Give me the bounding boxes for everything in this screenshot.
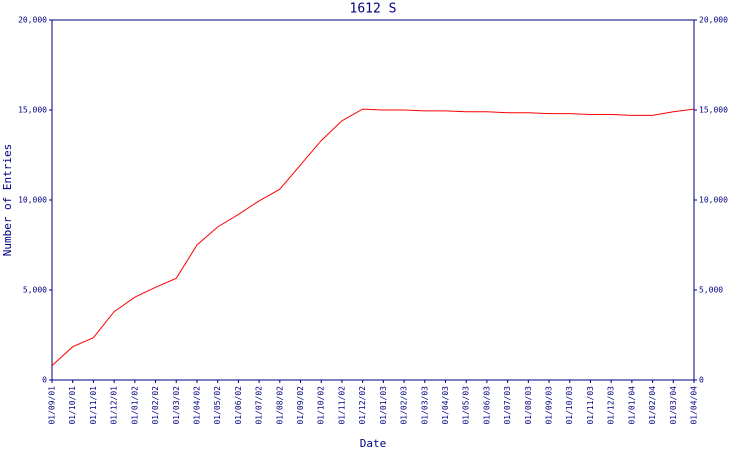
x-tick-label: 01/03/03 (420, 386, 429, 425)
x-tick-label: 01/09/01 (48, 386, 57, 425)
x-tick-label: 01/08/02 (275, 386, 284, 425)
x-tick-label: 01/10/03 (565, 386, 574, 425)
x-tick-label: 01/06/02 (234, 386, 243, 425)
x-tick-label: 01/11/03 (586, 386, 595, 425)
x-tick-label: 01/12/01 (110, 386, 119, 425)
y-tick-label: 10,000 (18, 196, 47, 205)
chart-title: 1612 S (350, 2, 397, 17)
y2-tick-label: 15,000 (699, 106, 728, 115)
x-tick-label: 01/03/04 (669, 386, 678, 425)
x-tick-label: 01/12/02 (358, 386, 367, 425)
x-tick-label: 01/07/02 (255, 386, 264, 425)
x-tick-label: 01/05/03 (462, 386, 471, 425)
x-tick-label: 01/02/03 (400, 386, 409, 425)
y2-tick-label: 5,000 (699, 286, 723, 295)
x-tick-label: 01/02/04 (648, 386, 657, 425)
x-tick-label: 01/08/03 (524, 386, 533, 425)
y-axis-title: Number of Entries (1, 144, 14, 257)
y-tick-label: 5,000 (23, 286, 47, 295)
plot-frame (51, 19, 695, 381)
x-tick-label: 01/04/04 (690, 386, 699, 425)
x-tick-label: 01/02/02 (151, 386, 160, 425)
x-tick-label: 01/09/03 (545, 386, 554, 425)
x-tick-label: 01/01/02 (130, 386, 139, 425)
x-tick-label: 01/01/04 (627, 386, 636, 425)
x-axis-title: Date (360, 437, 387, 450)
y-tick-label: 20,000 (18, 16, 47, 25)
y-tick-label: 15,000 (18, 106, 47, 115)
x-tick-label: 01/11/01 (89, 386, 98, 425)
x-tick-label: 01/10/02 (317, 386, 326, 425)
x-tick-label: 01/04/02 (192, 386, 201, 425)
x-tick-label: 01/04/03 (441, 386, 450, 425)
x-tick-label: 01/06/03 (482, 386, 491, 425)
x-tick-label: 01/09/02 (296, 386, 305, 425)
y2-tick-label: 0 (699, 376, 704, 385)
x-tick-label: 01/01/03 (379, 386, 388, 425)
y2-tick-label: 20,000 (699, 16, 728, 25)
data-line (51, 108, 695, 366)
x-tick-label: 01/12/03 (607, 386, 616, 425)
y-tick-label: 0 (42, 376, 47, 385)
x-tick-label: 01/07/03 (503, 386, 512, 425)
y2-tick-label: 10,000 (699, 196, 728, 205)
x-tick-label: 01/05/02 (213, 386, 222, 425)
x-tick-label: 01/03/02 (172, 386, 181, 425)
x-tick-label: 01/10/01 (68, 386, 77, 425)
x-tick-label: 01/11/02 (337, 386, 346, 425)
